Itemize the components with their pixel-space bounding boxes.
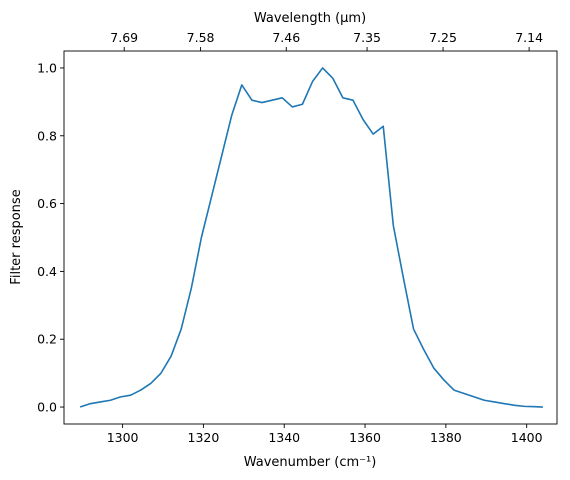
top-tick-label: 7.69 bbox=[110, 30, 138, 45]
x-tick-label: 1340 bbox=[268, 430, 300, 445]
plot-frame bbox=[63, 50, 558, 425]
plot-area bbox=[64, 51, 557, 424]
y-tick-label: 0.4 bbox=[37, 264, 57, 279]
y-tick-label: 0.6 bbox=[37, 196, 57, 211]
top-axis-label: Wavelength (μm) bbox=[254, 11, 366, 26]
x-tick-label: 1360 bbox=[349, 430, 381, 445]
x-tick-label: 1380 bbox=[430, 430, 462, 445]
y-tick-label: 0.8 bbox=[37, 128, 57, 143]
top-tick-label: 7.58 bbox=[187, 30, 215, 45]
y-tick-label: 0.0 bbox=[37, 400, 57, 415]
top-tick-label: 7.14 bbox=[515, 30, 543, 45]
top-tick-label: 7.46 bbox=[272, 30, 300, 45]
x-tick-label: 1300 bbox=[107, 430, 139, 445]
top-tick-label: 7.35 bbox=[353, 30, 381, 45]
y-axis-label: Filter response bbox=[9, 189, 24, 284]
ticks-layer: 1300 1320 1340 1360 1380 1400 0.0 0.2 0.4 0.6 0.8 1… bbox=[37, 30, 543, 445]
x-axis-label: Wavenumber (cm⁻¹) bbox=[244, 455, 377, 470]
y-tick-label: 0.2 bbox=[37, 332, 57, 347]
x-tick-label: 1400 bbox=[511, 430, 543, 445]
top-tick-label: 7.25 bbox=[429, 30, 457, 45]
y-tick-label: 1.0 bbox=[37, 60, 57, 75]
filter-response-line bbox=[79, 67, 543, 408]
x-tick-label: 1320 bbox=[188, 430, 220, 445]
